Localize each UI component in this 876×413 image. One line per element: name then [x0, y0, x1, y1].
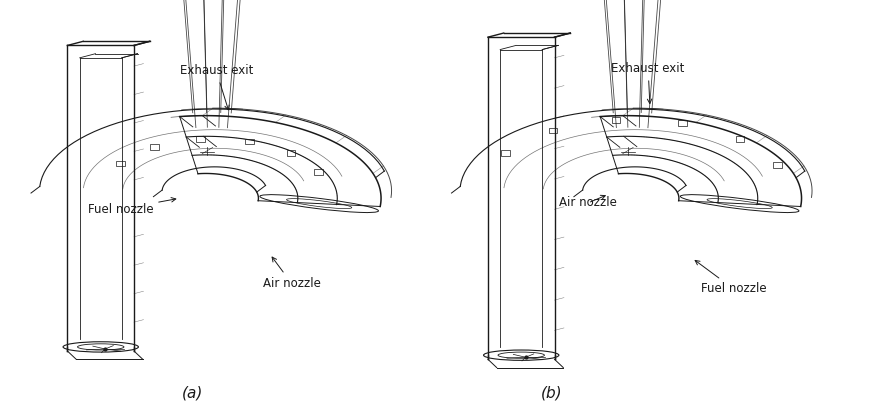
Bar	[151, 144, 159, 150]
Bar	[196, 137, 205, 142]
Text: Fuel nozzle: Fuel nozzle	[696, 261, 766, 295]
Bar	[286, 150, 295, 156]
Bar	[116, 161, 124, 166]
Text: (a): (a)	[182, 386, 203, 401]
Bar	[611, 117, 620, 123]
Text: Air nozzle: Air nozzle	[559, 195, 617, 209]
Bar	[548, 128, 557, 133]
Text: Air nozzle: Air nozzle	[263, 257, 321, 290]
Text: Exhaust exit: Exhaust exit	[180, 64, 253, 110]
Text: Fuel nozzle: Fuel nozzle	[88, 197, 176, 216]
Bar	[314, 169, 323, 175]
Text: (b): (b)	[541, 386, 562, 401]
Bar	[501, 150, 510, 156]
Bar	[736, 136, 745, 142]
Bar	[774, 162, 782, 168]
Bar	[244, 139, 253, 145]
Bar	[678, 120, 687, 126]
Text: Exhaust exit: Exhaust exit	[611, 62, 685, 104]
